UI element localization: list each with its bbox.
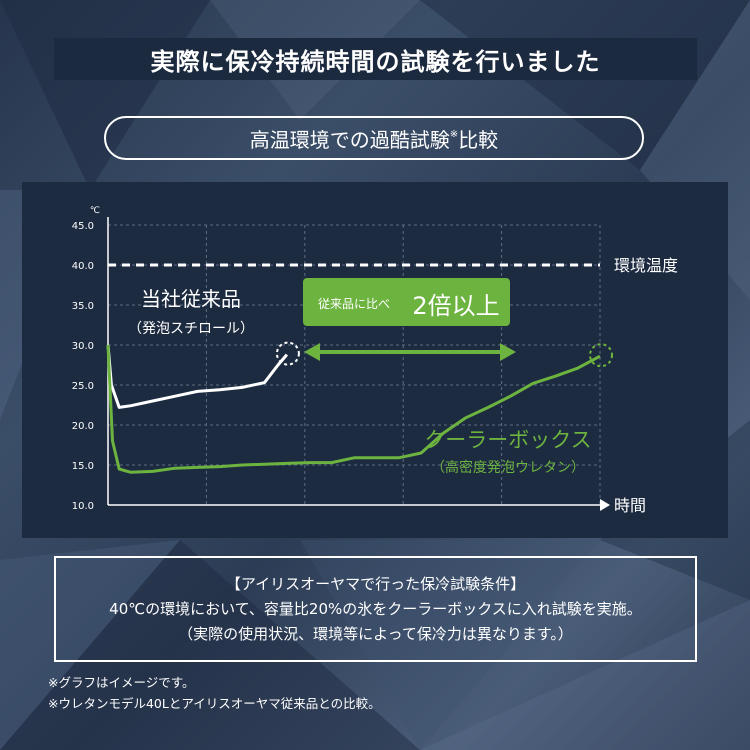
series-conventional-line xyxy=(106,344,289,409)
subtitle-text: 高温環境での過酷試験 xyxy=(249,127,450,152)
series-conventional-name: 当社従来品 xyxy=(141,287,241,311)
subtitle-pill: 高温環境での過酷試験 ※ 比較 xyxy=(104,116,644,160)
y-tick-label: 20.0 xyxy=(72,421,94,432)
y-tick-label: 30.0 xyxy=(72,341,94,352)
footnotes: ※グラフはイメージです。 ※ウレタンモデル40Lとアイリスオーヤマ従来品との比較… xyxy=(48,672,381,714)
y-tick-label: 25.0 xyxy=(72,381,94,392)
series-cooler-box-name: クーラーボックス xyxy=(424,428,591,452)
comparison-value: 2倍以上 xyxy=(412,292,499,320)
comparison-prefix: 従来品に比べ xyxy=(318,297,390,311)
test-conditions-box: 【アイリスオーヤマで行った保冷試験条件】 40℃の環境において、容量比20%の氷… xyxy=(54,556,697,662)
reference-line-label: 環境温度 xyxy=(614,256,678,275)
y-tick-label: 10.0 xyxy=(72,501,94,512)
chart-panel: 45.0 40.0 35.0 30.0 25.0 20.0 15.0 10.0 ℃ 時間 環境温度当… xyxy=(22,182,728,538)
series-conventional-end-marker xyxy=(275,341,300,366)
y-tick-label: 40.0 xyxy=(72,261,94,272)
footnote-2: ※ウレタンモデル40Lとアイリスオーヤマ従来品との比較。 xyxy=(48,696,381,711)
chart: 45.0 40.0 35.0 30.0 25.0 20.0 15.0 10.0 ℃ 時間 環境温度当… xyxy=(72,206,678,515)
conditions-heading: 【アイリスオーヤマで行った保冷試験条件】 xyxy=(225,574,526,593)
subtitle-note-mark: ※ xyxy=(449,128,459,140)
page-title: 実際に保冷持続時間の試験を行いました xyxy=(54,38,697,80)
series-cooler-box-line xyxy=(106,344,601,474)
series-cooler-box-end-marker xyxy=(589,343,613,368)
x-axis-arrow xyxy=(600,499,610,511)
y-tick-label: 15.0 xyxy=(72,461,94,472)
series-cooler-box-sublabel: （高密度発泡ウレタン） xyxy=(431,459,585,476)
x-axis-label: 時間 xyxy=(614,496,646,515)
comparison-arrow-right-head xyxy=(500,343,516,361)
series-conventional-sublabel: （発泡スチロール） xyxy=(128,321,254,337)
y-tick-label: 35.0 xyxy=(72,301,94,312)
y-unit-label: ℃ xyxy=(90,206,100,216)
subtitle-suffix: 比較 xyxy=(458,127,499,152)
conditions-line-2: （実際の使用状況、環境等によって保冷力は異なります。） xyxy=(178,624,573,643)
y-tick-label: 45.0 xyxy=(72,221,94,232)
conditions-line-1: 40℃の環境において、容量比20%の氷をクーラーボックスに入れ試験を実施。 xyxy=(109,599,642,618)
comparison-badge xyxy=(303,278,510,326)
comparison-arrow-left-head xyxy=(304,343,320,361)
footnote-1: ※グラフはイメージです。 xyxy=(48,675,195,690)
